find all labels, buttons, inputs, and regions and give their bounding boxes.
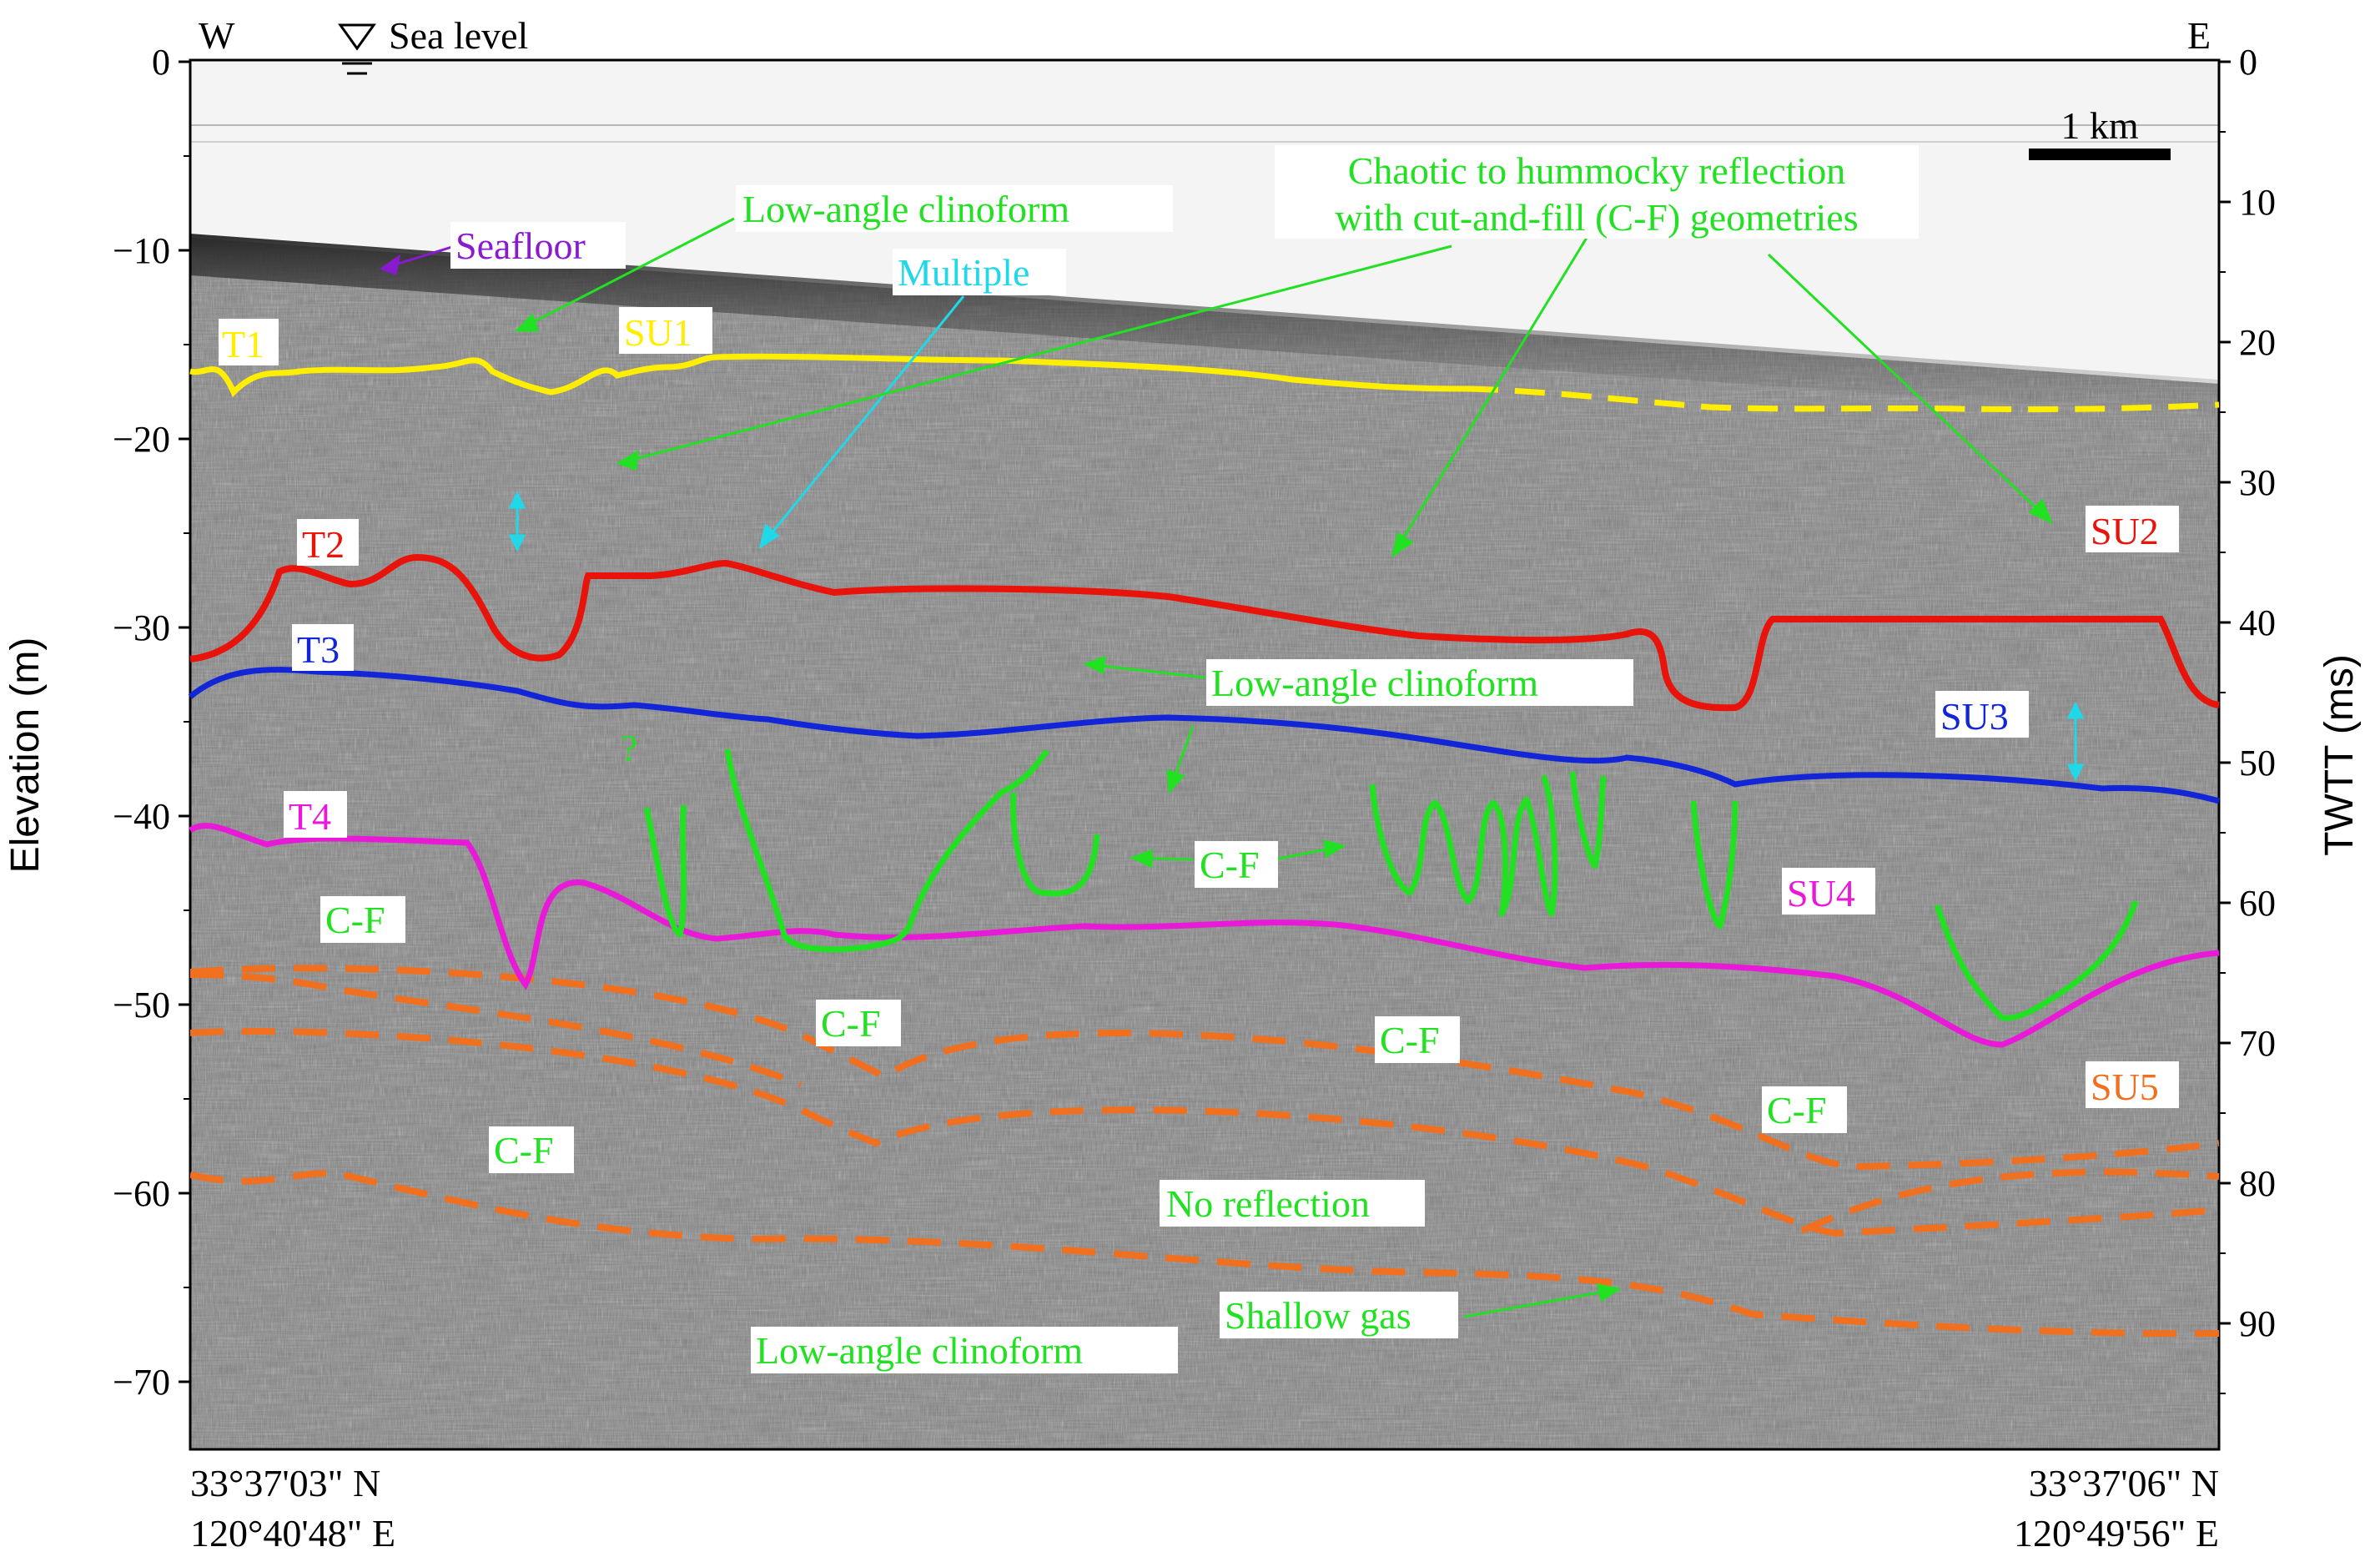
right-axis: 0 10 20 30 40 50 60 70 80 90 [2219,42,2276,1394]
east-label: E [2187,14,2211,57]
sea-level-icon [338,23,376,75]
right-tick-label: 60 [2239,883,2276,924]
cf-label-3: C-F [1767,1089,1827,1131]
west-label: W [199,14,235,57]
t2-label: T2 [302,523,345,566]
t1-label: T1 [222,323,264,365]
no-reflection-label: No reflection [1166,1182,1370,1225]
left-tick-label: −70 [113,1362,170,1403]
cf-label-1: C-F [821,1002,881,1045]
su2-label: SU2 [2091,510,2159,552]
scale-bar: 1 km [2029,104,2171,160]
scale-bar-label: 1 km [2060,104,2139,147]
right-axis-title: TWTT (ms) [2317,654,2362,856]
su3-label: SU3 [1940,695,2009,738]
left-latitude: 33°37'03" N [190,1462,380,1504]
cf-mid-label: C-F [1200,844,1260,886]
horizon-t1-dashed [1467,385,2220,413]
question-mark-label: ? [621,727,637,769]
annotation-labels: T1 SU1 T2 T3 T4 SU2 SU3 SU4 SU5 Seafloor… [219,145,2179,1373]
right-tick-label: 80 [2239,1163,2276,1204]
clinoform-mid-label: Low-angle clinoform [1211,662,1538,704]
su5-reflectors [190,965,2219,1338]
left-tick-label: −40 [113,796,170,837]
right-tick-label: 0 [2239,42,2257,83]
cyan-double-arrow-left [508,491,526,552]
plot-frame [189,58,2221,1451]
left-tick-label: −30 [113,607,170,648]
left-tick-label: −60 [113,1173,170,1214]
left-tick-label: −10 [113,230,170,271]
multiple-label: Multiple [898,251,1029,294]
cf-label-2: C-F [1380,1019,1440,1061]
left-axis: 0 −10 −20 −30 −40 −50 −60 −70 [113,42,190,1403]
pointer-arrows [379,217,2053,1318]
left-tick-label: 0 [152,42,170,83]
horizon-t3-line [188,667,2220,804]
right-latitude: 33°37'06" N [2029,1462,2219,1504]
cyan-double-arrow-right [2066,701,2085,782]
right-tick-label: 10 [2239,182,2276,223]
clinoform-top-label: Low-angle clinoform [742,188,1069,230]
su4-label: SU4 [1787,872,1855,915]
right-tick-label: 30 [2239,462,2276,503]
su5-label: SU5 [2091,1066,2159,1108]
left-tick-label: −20 [113,419,170,460]
right-tick-label: 20 [2239,322,2276,363]
seafloor-label: Seafloor [455,224,586,267]
t4-label: T4 [289,795,331,838]
right-tick-label: 40 [2239,602,2276,643]
sea-level-label: Sea level [389,14,528,57]
clinoform-bottom-label: Low-angle clinoform [756,1329,1083,1372]
right-tick-label: 50 [2239,743,2276,784]
horizon-t4-line [189,823,2220,1048]
horizon-t1-line [189,353,1469,398]
right-longitude: 120°49'56" E [2014,1512,2219,1554]
right-tick-label: 70 [2239,1023,2276,1064]
left-longitude: 120°40'48" E [190,1512,395,1554]
chaotic-label-line2: with cut-and-fill (C-F) geometries [1335,196,1858,239]
cf-su4-label: C-F [325,899,385,941]
cf-label-4: C-F [494,1129,554,1171]
cut-and-fill-outlines [643,748,2139,1021]
right-tick-label: 90 [2239,1303,2276,1344]
t3-label: T3 [297,628,340,671]
left-axis-title: Elevation (m) [3,637,48,874]
chaotic-label-line1: Chaotic to hummocky reflection [1348,149,1846,192]
shallow-gas-label: Shallow gas [1225,1294,1411,1337]
left-tick-label: −50 [113,985,170,1025]
su1-label: SU1 [624,311,692,354]
horizon-t2-line [189,553,2220,712]
